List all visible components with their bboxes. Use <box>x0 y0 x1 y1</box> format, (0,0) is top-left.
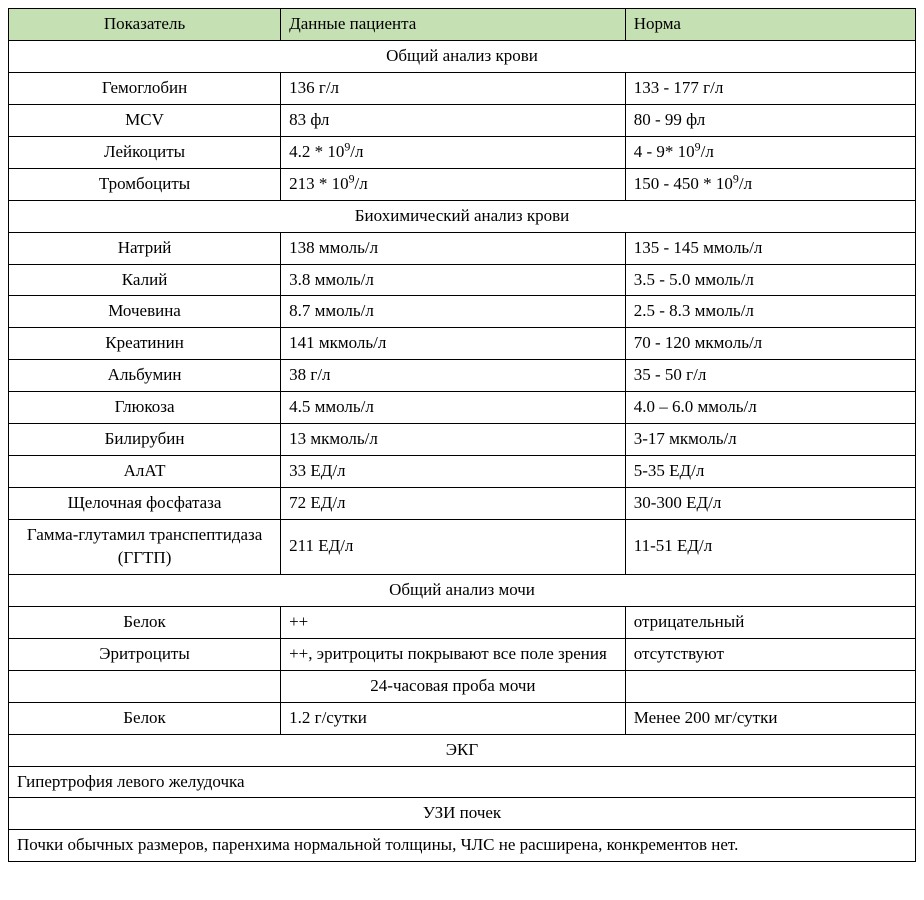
norm-cell: 2.5 - 8.3 ммоль/л <box>625 296 915 328</box>
narrative-row: Почки обычных размеров, паренхима нормал… <box>9 830 916 862</box>
value-cell: 1.2 г/сутки <box>281 702 626 734</box>
param-cell: АлАТ <box>9 456 281 488</box>
section-title: Общий анализ мочи <box>9 574 916 606</box>
empty-cell <box>625 670 915 702</box>
col-header-norm: Норма <box>625 9 915 41</box>
norm-cell: 11-51 ЕД/л <box>625 520 915 575</box>
table-row: Глюкоза4.5 ммоль/л4.0 – 6.0 ммоль/л <box>9 392 916 424</box>
param-cell: Тромбоциты <box>9 168 281 200</box>
norm-cell: 4.0 – 6.0 ммоль/л <box>625 392 915 424</box>
table-row: Натрий138 ммоль/л135 - 145 ммоль/л <box>9 232 916 264</box>
norm-cell: 3.5 - 5.0 ммоль/л <box>625 264 915 296</box>
table-row: Альбумин38 г/л35 - 50 г/л <box>9 360 916 392</box>
value-cell: 13 мкмоль/л <box>281 424 626 456</box>
norm-cell: 35 - 50 г/л <box>625 360 915 392</box>
lab-results-table: Показатель Данные пациента Норма Общий а… <box>8 8 916 862</box>
norm-cell: 3-17 мкмоль/л <box>625 424 915 456</box>
param-cell: Креатинин <box>9 328 281 360</box>
section-title: Биохимический анализ крови <box>9 200 916 232</box>
param-cell: Натрий <box>9 232 281 264</box>
param-cell: Щелочная фосфатаза <box>9 488 281 520</box>
value-cell: 211 ЕД/л <box>281 520 626 575</box>
table-row: MCV83 фл80 - 99 фл <box>9 104 916 136</box>
value-cell: 141 мкмоль/л <box>281 328 626 360</box>
norm-cell: отсутствуют <box>625 638 915 670</box>
section-title-row: УЗИ почек <box>9 798 916 830</box>
table-row: Лейкоциты4.2 * 109/л4 - 9* 109/л <box>9 136 916 168</box>
norm-cell: 135 - 145 ммоль/л <box>625 232 915 264</box>
narrative-row: Гипертрофия левого желудочка <box>9 766 916 798</box>
table-row: Эритроциты++, эритроциты покрывают все п… <box>9 638 916 670</box>
section-title: 24-часовая проба мочи <box>281 670 626 702</box>
value-cell: 72 ЕД/л <box>281 488 626 520</box>
table-row: Калий3.8 ммоль/л3.5 - 5.0 ммоль/л <box>9 264 916 296</box>
param-cell: Эритроциты <box>9 638 281 670</box>
table-row: Мочевина8.7 ммоль/л2.5 - 8.3 ммоль/л <box>9 296 916 328</box>
table-row: Тромбоциты213 * 109/л150 - 450 * 109/л <box>9 168 916 200</box>
narrative-cell: Гипертрофия левого желудочка <box>9 766 916 798</box>
value-cell: 4.2 * 109/л <box>281 136 626 168</box>
param-cell: Билирубин <box>9 424 281 456</box>
norm-cell: 4 - 9* 109/л <box>625 136 915 168</box>
value-cell: 213 * 109/л <box>281 168 626 200</box>
table-row: Белок1.2 г/суткиМенее 200 мг/сутки <box>9 702 916 734</box>
section-title: Общий анализ крови <box>9 40 916 72</box>
table-row: Креатинин141 мкмоль/л70 - 120 мкмоль/л <box>9 328 916 360</box>
norm-cell: 30-300 ЕД/л <box>625 488 915 520</box>
param-cell: Лейкоциты <box>9 136 281 168</box>
value-cell: 8.7 ммоль/л <box>281 296 626 328</box>
param-cell: Белок <box>9 606 281 638</box>
norm-cell: 70 - 120 мкмоль/л <box>625 328 915 360</box>
param-cell: Гамма-глутамил транспептидаза (ГГТП) <box>9 520 281 575</box>
value-cell: 38 г/л <box>281 360 626 392</box>
col-header-value: Данные пациента <box>281 9 626 41</box>
table-header-row: Показатель Данные пациента Норма <box>9 9 916 41</box>
norm-cell: 80 - 99 фл <box>625 104 915 136</box>
table-row: Гамма-глутамил транспептидаза (ГГТП)211 … <box>9 520 916 575</box>
value-cell: 3.8 ммоль/л <box>281 264 626 296</box>
table-row: Щелочная фосфатаза72 ЕД/л30-300 ЕД/л <box>9 488 916 520</box>
value-cell: 138 ммоль/л <box>281 232 626 264</box>
param-cell: Мочевина <box>9 296 281 328</box>
section-title: ЭКГ <box>9 734 916 766</box>
section-title-row: ЭКГ <box>9 734 916 766</box>
section-title-row: Общий анализ крови <box>9 40 916 72</box>
param-cell: MCV <box>9 104 281 136</box>
table-row: АлАТ33 ЕД/л5-35 ЕД/л <box>9 456 916 488</box>
param-cell: Калий <box>9 264 281 296</box>
param-cell: Глюкоза <box>9 392 281 424</box>
table-row: Билирубин13 мкмоль/л3-17 мкмоль/л <box>9 424 916 456</box>
value-cell: 4.5 ммоль/л <box>281 392 626 424</box>
value-cell: 136 г/л <box>281 72 626 104</box>
norm-cell: Менее 200 мг/сутки <box>625 702 915 734</box>
norm-cell: 133 - 177 г/л <box>625 72 915 104</box>
section-title-row: Общий анализ мочи <box>9 574 916 606</box>
param-cell: Гемоглобин <box>9 72 281 104</box>
narrative-cell: Почки обычных размеров, паренхима нормал… <box>9 830 916 862</box>
norm-cell: 5-35 ЕД/л <box>625 456 915 488</box>
value-cell: 33 ЕД/л <box>281 456 626 488</box>
table-row: Белок++отрицательный <box>9 606 916 638</box>
norm-cell: 150 - 450 * 109/л <box>625 168 915 200</box>
section-title: УЗИ почек <box>9 798 916 830</box>
value-cell: ++, эритроциты покрывают все поле зрения <box>281 638 626 670</box>
table-row: Гемоглобин136 г/л133 - 177 г/л <box>9 72 916 104</box>
value-cell: ++ <box>281 606 626 638</box>
section-title-row: Биохимический анализ крови <box>9 200 916 232</box>
value-cell: 83 фл <box>281 104 626 136</box>
col-header-param: Показатель <box>9 9 281 41</box>
empty-cell <box>9 670 281 702</box>
param-cell: Белок <box>9 702 281 734</box>
norm-cell: отрицательный <box>625 606 915 638</box>
param-cell: Альбумин <box>9 360 281 392</box>
section-title-row: 24-часовая проба мочи <box>9 670 916 702</box>
